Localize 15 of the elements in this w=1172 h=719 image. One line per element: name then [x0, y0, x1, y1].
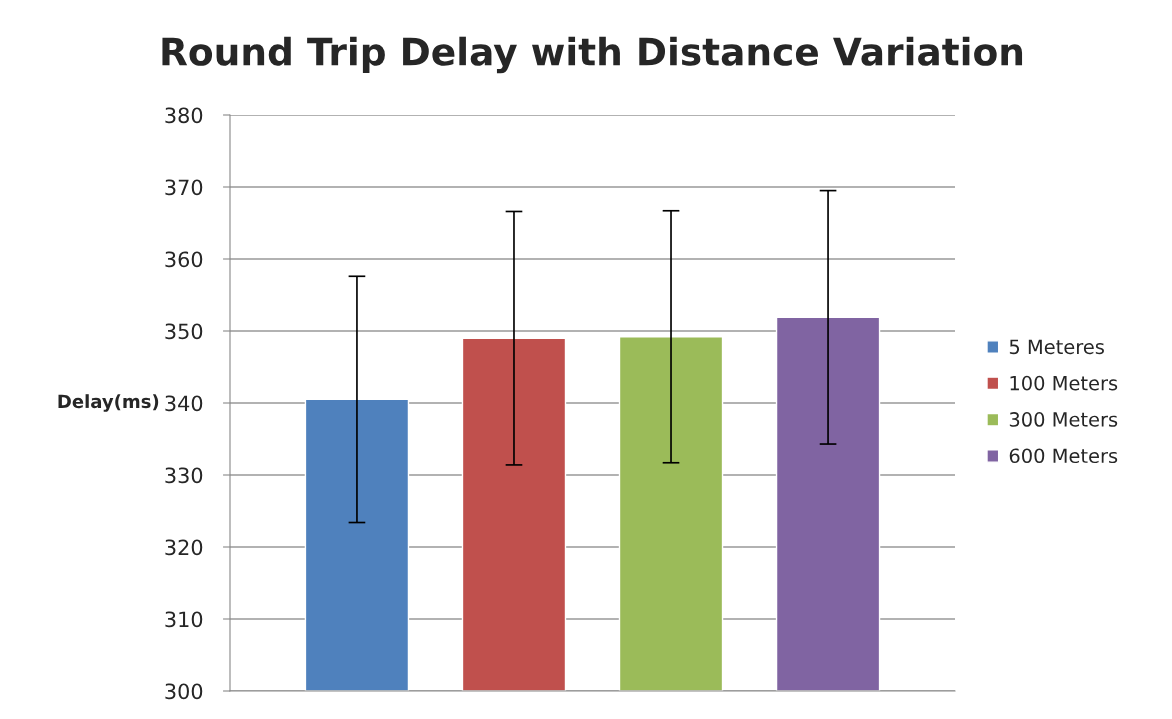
y-tick-label: 380 [165, 107, 203, 124]
y-tick-label: 300 [165, 683, 203, 700]
y-tick-label: 350 [165, 323, 203, 340]
chart-title: Round Trip Delay with Distance Variation [162, 36, 1023, 74]
legend-label: 5 Meteres [1009, 339, 1104, 355]
legend-label: 600 Meters [1009, 448, 1118, 464]
y-axis-title: Delay(ms) [58, 394, 159, 412]
legend-label: 100 Meters [1010, 375, 1118, 391]
y-tick-label: 330 [165, 467, 203, 484]
y-tick-label: 310 [165, 611, 203, 628]
y-tick-label: 320 [165, 539, 203, 556]
y-tick-label: 340 [165, 395, 203, 412]
y-tick-label: 360 [165, 251, 203, 268]
y-tick-label: 370 [165, 179, 203, 196]
legend-label: 300 Meters [1009, 412, 1118, 427]
